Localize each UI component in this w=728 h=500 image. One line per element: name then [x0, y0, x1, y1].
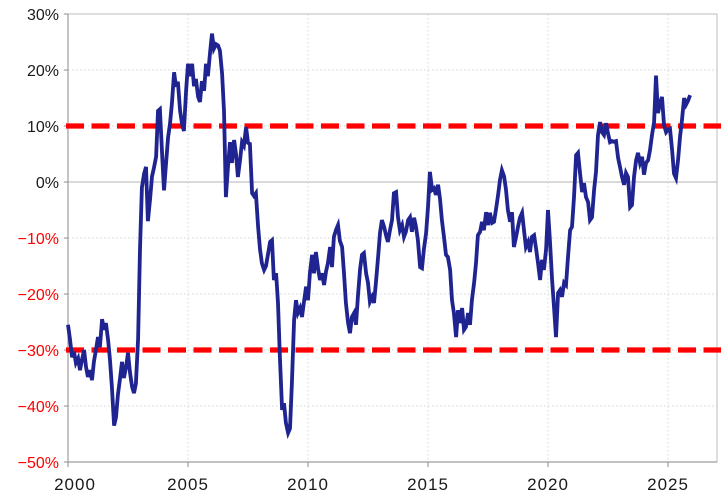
reference-lines	[66, 123, 721, 353]
x-axis-label-2000: 2000	[54, 475, 96, 494]
gridlines	[68, 14, 717, 462]
plot-frame	[64, 13, 718, 467]
data-series-line-indicator	[66, 33, 692, 440]
y-axis-label--10: −10%	[18, 231, 59, 248]
y-axis-label--30: −30%	[18, 343, 59, 360]
y-axis-label--40: −40%	[18, 399, 59, 416]
y-axis-label-0: 0%	[36, 175, 59, 192]
data-series	[66, 33, 692, 440]
axis-labels: 30% 20% 10% 0% −10% −20% −30% −40% −50% 2000 2005 2…	[18, 7, 689, 494]
x-axis-label-2010: 2010	[287, 475, 329, 494]
x-axis-label-2015: 2015	[407, 475, 449, 494]
x-axis-label-2005: 2005	[167, 475, 209, 494]
y-axis-label-10: 10%	[27, 119, 59, 136]
y-axis-label-30: 30%	[27, 7, 59, 24]
x-axis-label-2020: 2020	[527, 475, 569, 494]
y-axis-label--20: −20%	[18, 287, 59, 304]
y-axis-label-20: 20%	[27, 63, 59, 80]
x-axis-label-2025: 2025	[647, 475, 689, 494]
y-axis-label--50: −50%	[18, 455, 59, 472]
